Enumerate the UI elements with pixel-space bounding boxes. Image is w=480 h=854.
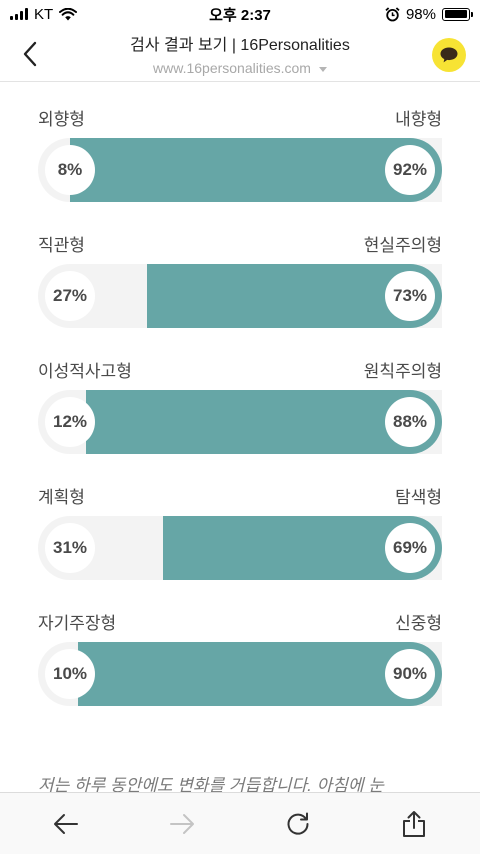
- browser-header: 검사 결과 보기 | 16Personalities www.16persona…: [0, 28, 480, 82]
- trait-labels: 외향형 내향형: [38, 106, 442, 134]
- trait-row: 직관형 현실주의형 27% 73%: [38, 232, 442, 358]
- trait-right-value: 90%: [385, 649, 435, 699]
- url-dropdown-icon: [318, 66, 327, 72]
- trait-bar-fill: [70, 138, 442, 202]
- trait-labels: 자기주장형 신중형: [38, 610, 442, 638]
- status-left: KT: [10, 5, 78, 23]
- trait-bar-fill: [78, 642, 442, 706]
- trait-row: 이성적사고형 원칙주의형 12% 88%: [38, 358, 442, 484]
- wifi-icon: [59, 7, 78, 20]
- trait-right-label: 신중형: [395, 614, 442, 633]
- trait-left-value: 8%: [45, 145, 95, 195]
- chat-button[interactable]: [432, 38, 466, 72]
- reload-button[interactable]: [276, 802, 320, 846]
- trait-list: 외향형 내향형 8% 92% 직관형 현실주의형 27% 73% 이성적사고형 …: [38, 106, 442, 736]
- trait-bar: 10% 90%: [38, 642, 442, 706]
- alarm-icon: [385, 6, 400, 21]
- trait-right-value: 73%: [385, 271, 435, 321]
- trait-bar: 27% 73%: [38, 264, 442, 328]
- carrier-label: KT: [34, 5, 54, 23]
- trait-bar: 31% 69%: [38, 516, 442, 580]
- trait-left-value: 31%: [45, 523, 95, 573]
- trait-left-value: 27%: [45, 271, 95, 321]
- status-bar: KT 오후 2:37 98%: [0, 0, 480, 28]
- trait-left-value: 12%: [45, 397, 95, 447]
- signal-icon: [10, 8, 28, 20]
- arrow-right-icon: [170, 813, 194, 834]
- trait-row: 자기주장형 신중형 10% 90%: [38, 610, 442, 736]
- page-url: www.16personalities.com: [153, 60, 311, 76]
- trait-right-label: 원칙주의형: [363, 362, 442, 381]
- trait-right-value: 69%: [385, 523, 435, 573]
- title-area[interactable]: 검사 결과 보기 | 16Personalities www.16persona…: [70, 36, 410, 78]
- trait-right-label: 탐색형: [395, 488, 442, 507]
- status-right: 98%: [385, 5, 473, 23]
- trait-left-label: 이성적사고형: [38, 362, 132, 381]
- trait-right-value: 92%: [385, 145, 435, 195]
- trait-labels: 직관형 현실주의형: [38, 232, 442, 260]
- trait-left-label: 계획형: [38, 488, 85, 507]
- trait-left-label: 자기주장형: [38, 614, 117, 633]
- back-button[interactable]: [14, 36, 46, 72]
- chat-bubble-icon: [440, 47, 458, 63]
- trait-bar-fill: [86, 390, 442, 454]
- chevron-left-icon: [23, 41, 37, 67]
- trait-left-label: 외향형: [38, 110, 85, 129]
- trait-row: 외향형 내향형 8% 92%: [38, 106, 442, 232]
- trait-right-label: 내향형: [395, 110, 442, 129]
- trait-bar: 12% 88%: [38, 390, 442, 454]
- nav-back-button[interactable]: [44, 802, 88, 846]
- trait-bar: 8% 92%: [38, 138, 442, 202]
- battery-percent: 98%: [405, 5, 436, 23]
- share-icon: [403, 810, 425, 837]
- battery-fill: [444, 10, 468, 18]
- reload-icon: [287, 812, 309, 835]
- battery-icon: [442, 7, 473, 21]
- nav-forward-button[interactable]: [160, 802, 204, 846]
- share-button[interactable]: [392, 802, 436, 846]
- trait-right-value: 88%: [385, 397, 435, 447]
- trait-row: 계획형 탐색형 31% 69%: [38, 484, 442, 610]
- trait-right-label: 현실주의형: [363, 236, 442, 255]
- trait-left-value: 10%: [45, 649, 95, 699]
- trait-left-label: 직관형: [38, 236, 85, 255]
- browser-toolbar: [0, 792, 480, 854]
- page-title: 검사 결과 보기 | 16Personalities: [130, 37, 350, 54]
- personality-description: 저는 하루 동안에도 변화를 거듭합니다. 아침에 눈: [38, 776, 384, 795]
- trait-labels: 계획형 탐색형: [38, 484, 442, 512]
- arrow-left-icon: [54, 813, 78, 834]
- trait-labels: 이성적사고형 원칙주의형: [38, 358, 442, 386]
- page-url-row[interactable]: www.16personalities.com: [70, 58, 410, 78]
